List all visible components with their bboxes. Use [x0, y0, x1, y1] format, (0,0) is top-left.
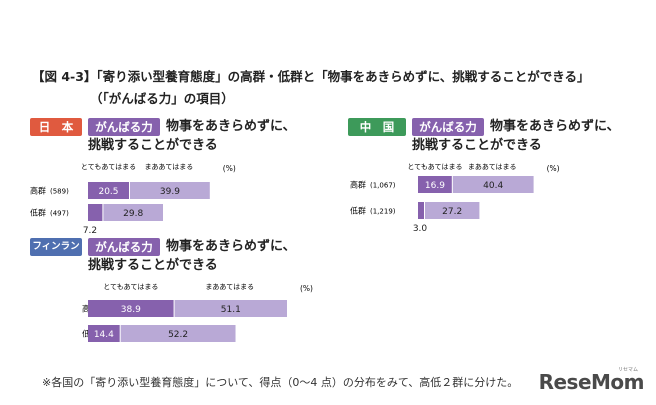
country-badge-japan: 日 本	[30, 118, 82, 136]
data-label: 40.4	[483, 181, 503, 191]
country-badge-china: 中 国	[348, 118, 406, 136]
row-label: 低群 (1,219)	[350, 206, 396, 216]
bar-segment-somewhat	[120, 325, 236, 342]
legend-label: とてもあてはまる	[81, 163, 136, 171]
data-label: 20.5	[98, 187, 118, 197]
topic-badge-finland: がんばる力	[88, 238, 160, 256]
panel-finland: フィンランド がんばる力 物事をあきらめずに、 挑戦することができる とてもあて…	[30, 238, 360, 348]
item-text-line1-china: 物事をあきらめずに、	[490, 119, 620, 134]
legend-label: まああてはまる	[145, 163, 194, 171]
logo-text: ReseMom	[538, 370, 645, 394]
data-label: 39.9	[160, 187, 180, 197]
bar-segment-very	[418, 176, 452, 193]
legend-label: まああてはまる	[205, 283, 254, 291]
unit-label: (%)	[300, 284, 313, 293]
logo-small-text: リセマム	[617, 367, 638, 373]
footnote: ※各国の「寄り添い型養育態度」について、得点（0〜4 点）の分布をみて、高低２群…	[42, 376, 519, 389]
data-label: 16.9	[425, 181, 445, 191]
data-label: 29.8	[123, 209, 143, 219]
row-label: 高群 (589)	[30, 186, 69, 196]
row-label: 低群 (497)	[30, 208, 69, 218]
row-label: 高群 (1,067)	[350, 180, 396, 190]
figure-title: 【図 4-3】「寄り添い型養育態度」の高群・低群と「物事をあきらめずに、挑戦する…	[32, 69, 590, 84]
data-label: 7.2	[83, 226, 97, 236]
bar-segment-somewhat	[130, 182, 210, 199]
data-label: 38.9	[121, 305, 141, 315]
item-text-line2-finland: 挑戦することができる	[88, 258, 218, 273]
data-label: 3.0	[413, 224, 428, 234]
resemom-logo: ReseMom	[538, 370, 645, 394]
country-badge-finland: フィンランド	[30, 238, 82, 270]
bar-segment-very	[88, 204, 103, 221]
item-text-line2-japan: 挑戦することができる	[88, 138, 218, 153]
chart-finland: とてもあてはまるまああてはまる(%)高群(90)38.951.1低群(90)14…	[82, 283, 313, 342]
bar-segment-somewhat	[452, 176, 534, 193]
data-label: 52.2	[168, 330, 188, 340]
unit-label: (%)	[223, 164, 236, 173]
panel-japan: 日 本 がんばる力 物事をあきらめずに、 挑戦することができる とてもあてはまる…	[30, 118, 330, 236]
item-text-line1-finland: 物事をあきらめずに、	[166, 239, 296, 254]
bar-segment-somewhat	[103, 204, 163, 221]
data-label: 27.2	[442, 207, 462, 217]
data-label: 14.4	[94, 330, 114, 340]
bar-segment-very	[88, 325, 120, 342]
topic-badge-china: がんばる力	[412, 118, 484, 136]
bar-segment-very	[418, 202, 424, 219]
topic-badge-japan: がんばる力	[88, 118, 160, 136]
unit-label: (%)	[547, 164, 560, 173]
legend-label: まああてはまる	[468, 163, 517, 171]
bar-segment-very	[88, 182, 129, 199]
data-label: 51.1	[221, 305, 241, 315]
legend-label: とてもあてはまる	[407, 163, 462, 171]
bar-segment-somewhat	[425, 202, 480, 219]
legend-label: とてもあてはまる	[103, 283, 158, 291]
figure-subtitle: （「がんばる力」の項目）	[90, 91, 234, 106]
chart-china: とてもあてはまる まああてはまる (%) 高群 (1,067) 16.9 40.4 低群 (1,…	[350, 163, 560, 234]
bar-segment-somewhat	[174, 300, 287, 317]
chart-japan: とてもあてはまる まああてはまる (%) 高群 (589) 20.5 39.9 低群 (497)…	[30, 163, 236, 236]
item-text-line2-china: 挑戦することができる	[412, 138, 542, 153]
panel-china: 中 国 がんばる力 物事をあきらめずに、 挑戦することができる とてもあてはまる…	[348, 118, 648, 238]
item-text-line1-japan: 物事をあきらめずに、	[166, 119, 296, 134]
bar-segment-very	[88, 300, 174, 317]
